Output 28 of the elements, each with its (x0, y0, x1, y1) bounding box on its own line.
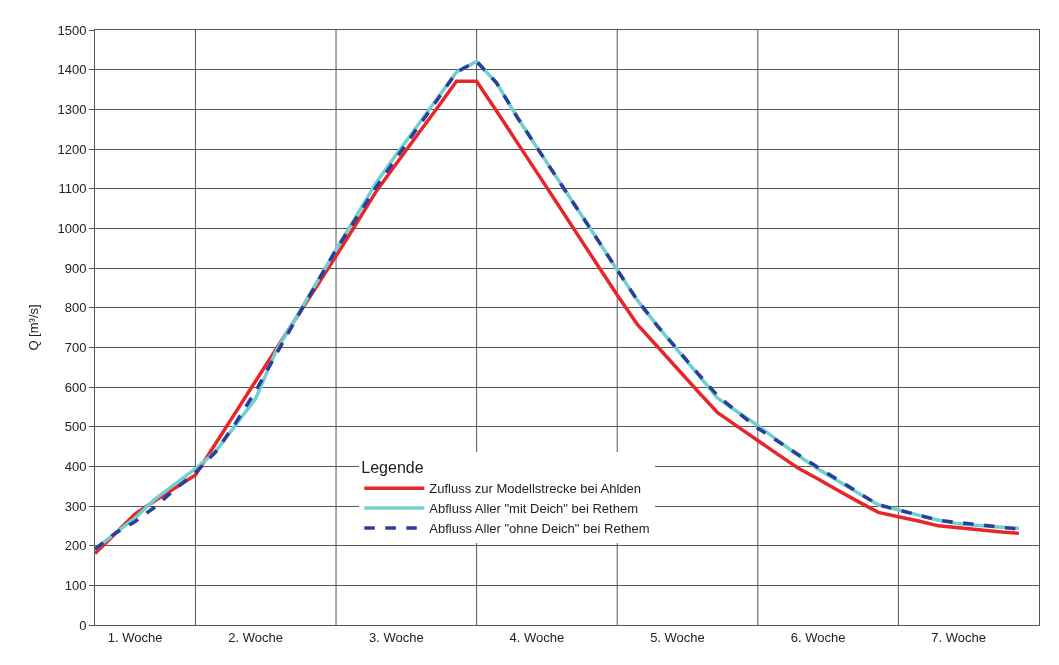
y-tick-label: 1200 (57, 141, 87, 157)
y-tick-label: 400 (64, 458, 87, 474)
y-axis-title: Q [m³/s] (26, 304, 42, 351)
y-tick-label: 600 (64, 379, 87, 395)
legend-label: Abfluss Aller "mit Deich" bei Rethem (429, 501, 638, 517)
x-tick-label: 5. Woche (650, 629, 705, 645)
y-tick-label: 1000 (57, 220, 87, 236)
y-tick-label: 1500 (57, 22, 87, 38)
x-tick-label: 7. Woche (931, 629, 986, 645)
y-tick-label: 1300 (57, 101, 87, 117)
y-tick-label: 800 (64, 300, 87, 316)
y-tick-label: 100 (64, 577, 87, 593)
x-tick-label: 4. Woche (509, 629, 565, 645)
y-tick-label: 0 (79, 617, 87, 633)
legend-label: Zufluss zur Modellstrecke bei Ahlden (429, 481, 642, 497)
y-tick-label: 700 (64, 339, 87, 355)
y-tick-label: 300 (64, 498, 87, 514)
legend-label: Abfluss Aller "ohne Deich" bei Rethem (429, 521, 650, 537)
x-tick-label: 1. Woche (107, 629, 163, 645)
x-tick-label: 3. Woche (368, 629, 424, 645)
y-tick-label: 200 (64, 538, 87, 554)
x-tick-label: 6. Woche (790, 629, 846, 645)
y-tick-label: 1100 (58, 181, 87, 197)
y-tick-label: 900 (64, 260, 87, 276)
y-tick-label: 500 (64, 419, 87, 435)
x-tick-label: 2. Woche (228, 629, 284, 645)
y-tick-label: 1400 (57, 62, 87, 78)
legend-title: Legende (361, 459, 424, 477)
